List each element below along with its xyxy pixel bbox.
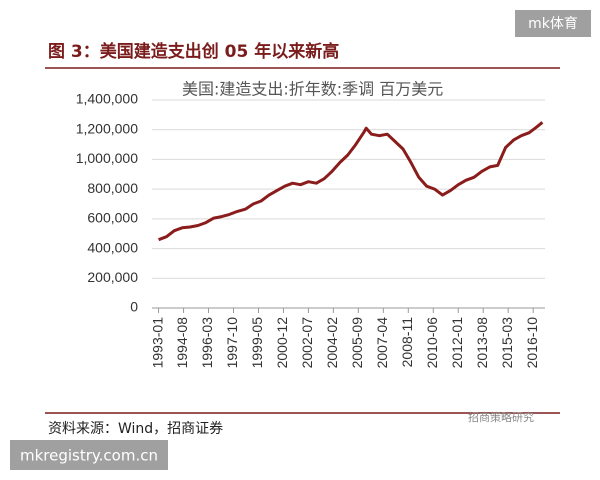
x-tick-label: 2007-04	[374, 317, 390, 369]
x-tick-label: 1993-01	[149, 317, 165, 369]
y-tick-label: 800,000	[87, 180, 138, 196]
watermark-box	[515, 10, 591, 37]
source: 资料来源：Wind，招商证券	[48, 421, 223, 437]
x-tick-label: 2004-02	[324, 317, 340, 369]
watermark: mk体育	[528, 16, 578, 32]
x-tick-label: 1994-08	[174, 317, 190, 369]
y-tick-label: 1,400,000	[76, 91, 138, 107]
x-tick-label: 2008-11	[399, 317, 415, 368]
y-tick-label: 1,200,000	[76, 120, 138, 136]
x-tick-label: 2015-03	[499, 317, 515, 369]
y-tick-label: 400,000	[87, 239, 138, 255]
watermark: mkregistry.com.cn	[20, 447, 158, 465]
x-tick-label: 1999-05	[249, 317, 265, 369]
x-tick-label: 1997-10	[224, 317, 240, 369]
y-tick-label: 600,000	[87, 210, 138, 226]
data-line	[158, 121, 544, 242]
x-tick-label: 1996-03	[199, 317, 215, 369]
chart-title: 图 3：美国建造支出创 05 年以来新高	[48, 41, 339, 62]
y-tick-label: 1,000,000	[76, 150, 138, 166]
x-tick-label: 2005-09	[349, 317, 365, 369]
x-tick-label: 2013-08	[474, 317, 490, 369]
x-tick-label: 2012-01	[449, 317, 465, 369]
x-tick-label: 2016-10	[524, 317, 540, 369]
y-tick-label: 0	[130, 299, 138, 315]
y-tick-label: 200,000	[87, 269, 138, 285]
x-tick-label: 2000-12	[274, 317, 290, 369]
watermark-box	[10, 440, 168, 470]
x-tick-label: 2002-07	[299, 317, 315, 369]
series-label: 美国:建造支出:折年数:季调 百万美元	[182, 80, 443, 99]
x-tick-label: 2010-06	[424, 317, 440, 369]
watermark: 招商策略研究	[468, 410, 534, 424]
